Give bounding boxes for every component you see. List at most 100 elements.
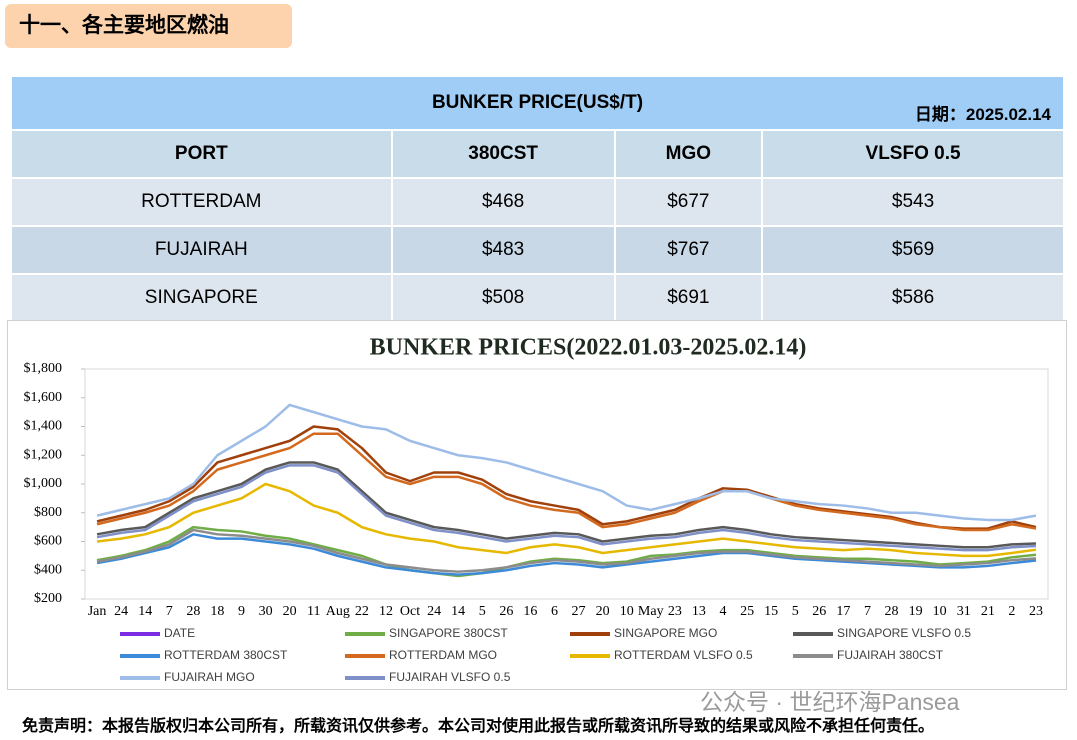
series-line bbox=[96, 403, 1037, 522]
y-tick-label: $800 bbox=[34, 505, 62, 520]
x-tick-label: Jan bbox=[88, 604, 107, 619]
table-cell: SINGAPORE bbox=[10, 273, 393, 323]
y-tick-label: $400 bbox=[34, 562, 62, 577]
x-tick-label: Oct bbox=[400, 604, 420, 619]
legend-label: ROTTERDAM 380CST bbox=[164, 648, 288, 662]
y-tick-label: $1,000 bbox=[24, 476, 63, 491]
x-tick-label: 14 bbox=[138, 604, 152, 619]
x-tick-label: 10 bbox=[933, 604, 947, 619]
x-tick-label: 23 bbox=[668, 604, 682, 619]
x-tick-label: 24 bbox=[114, 604, 128, 619]
x-tick-label: 24 bbox=[427, 604, 441, 619]
y-tick-label: $200 bbox=[34, 591, 62, 606]
date-value: 2025.02.14 bbox=[965, 105, 1051, 124]
series-line bbox=[96, 464, 1037, 552]
date-label: 日期： bbox=[914, 105, 966, 124]
legend-label: SINGAPORE 380CST bbox=[389, 626, 508, 640]
x-tick-label: 2 bbox=[1008, 604, 1015, 619]
x-tick-label: 26 bbox=[812, 604, 826, 619]
x-tick-label: 19 bbox=[909, 604, 923, 619]
table-cell: $677 bbox=[613, 177, 764, 227]
x-tick-label: 21 bbox=[981, 604, 995, 619]
series-line bbox=[96, 461, 1037, 549]
x-tick-label: 23 bbox=[1029, 604, 1043, 619]
column-header: PORT bbox=[10, 129, 393, 179]
x-tick-label: 30 bbox=[259, 604, 273, 619]
series-line bbox=[96, 528, 1037, 573]
y-tick-label: $600 bbox=[34, 534, 62, 549]
table-cell: ROTTERDAM bbox=[10, 177, 393, 227]
date: 日期：2025.02.14 bbox=[915, 100, 1051, 125]
x-tick-label: 20 bbox=[283, 604, 297, 619]
x-tick-label: 10 bbox=[620, 604, 634, 619]
legend-label: DATE bbox=[164, 626, 195, 640]
column-row: PORT 380CST MGO VLSFO 0.5 bbox=[10, 129, 1065, 179]
x-tick-label: 9 bbox=[238, 604, 245, 619]
series-line bbox=[96, 425, 1037, 530]
table-cell: FUJAIRAH bbox=[10, 225, 393, 275]
chart-title: BUNKER PRICES(2022.01.03-2025.02.14) bbox=[370, 335, 807, 361]
x-tick-label: 18 bbox=[210, 604, 224, 619]
x-tick-label: 17 bbox=[836, 604, 850, 619]
table-cell: $543 bbox=[761, 177, 1065, 227]
x-tick-label: 11 bbox=[307, 604, 320, 619]
x-tick-label: 5 bbox=[479, 604, 486, 619]
x-tick-label: Aug bbox=[326, 604, 350, 619]
section-title: 十一、各主要地区燃油 bbox=[5, 4, 292, 48]
series-line bbox=[96, 482, 1037, 558]
x-tick-label: 20 bbox=[596, 604, 610, 619]
x-tick-label: 4 bbox=[719, 604, 726, 619]
x-tick-label: 7 bbox=[166, 604, 173, 619]
x-tick-label: 31 bbox=[957, 604, 971, 619]
legend-label: FUJAIRAH VLSFO 0.5 bbox=[389, 670, 511, 684]
legend-label: SINGAPORE VLSFO 0.5 bbox=[837, 626, 971, 640]
table-title: BUNKER PRICE(US$/T) bbox=[431, 92, 644, 113]
series-line bbox=[96, 533, 1037, 576]
x-tick-label: 22 bbox=[355, 604, 369, 619]
table-cell: $569 bbox=[761, 225, 1065, 275]
price-table: BUNKER PRICE(US$/T) 日期：2025.02.14 PORT 380… bbox=[10, 75, 1065, 323]
x-tick-label: 25 bbox=[740, 604, 754, 619]
table-cell: $586 bbox=[761, 273, 1065, 323]
watermark: 公众号 · 世纪环海Pansea bbox=[700, 689, 960, 715]
x-tick-label: 12 bbox=[379, 604, 393, 619]
x-tick-label: 16 bbox=[523, 604, 537, 619]
table-cell: $508 bbox=[390, 273, 616, 323]
table-cell: $691 bbox=[613, 273, 764, 323]
x-tick-label: 5 bbox=[792, 604, 799, 619]
x-tick-label: 26 bbox=[499, 604, 513, 619]
table-title-cell: BUNKER PRICE(US$/T) 日期：2025.02.14 bbox=[10, 75, 1065, 131]
legend-label: SINGAPORE MGO bbox=[614, 626, 717, 640]
series-line bbox=[96, 432, 1037, 532]
x-tick-label: 15 bbox=[764, 604, 778, 619]
legend-label: ROTTERDAM MGO bbox=[389, 648, 497, 662]
table-row: FUJAIRAH $483 $767 $569 bbox=[10, 225, 1065, 275]
x-tick-label: 28 bbox=[885, 604, 899, 619]
table-cell: $483 bbox=[390, 225, 616, 275]
x-tick-label: 13 bbox=[692, 604, 706, 619]
x-tick-label: 28 bbox=[186, 604, 200, 619]
y-tick-label: $1,800 bbox=[24, 361, 63, 376]
table-cell: $767 bbox=[613, 225, 764, 275]
chart-box bbox=[7, 320, 1067, 690]
series-line bbox=[96, 525, 1037, 578]
x-tick-label: 27 bbox=[572, 604, 586, 619]
column-header: MGO bbox=[613, 129, 764, 179]
table-row: SINGAPORE $508 $691 $586 bbox=[10, 273, 1065, 323]
column-header: VLSFO 0.5 bbox=[761, 129, 1065, 179]
y-tick-label: $1,200 bbox=[24, 447, 63, 462]
y-tick-label: $1,600 bbox=[24, 390, 63, 405]
legend-label: FUJAIRAH 380CST bbox=[837, 648, 944, 662]
legend-label: FUJAIRAH MGO bbox=[164, 670, 255, 684]
table-cell: $468 bbox=[390, 177, 616, 227]
table-row: ROTTERDAM $468 $677 $543 bbox=[10, 177, 1065, 227]
disclaimer: 免责声明：本报告版权归本公司所有，所载资讯仅供参考。本公司对使用此报告或所载资讯… bbox=[22, 718, 935, 735]
x-tick-label: 7 bbox=[864, 604, 871, 619]
legend-label: ROTTERDAM VLSFO 0.5 bbox=[614, 648, 753, 662]
column-header: 380CST bbox=[390, 129, 616, 179]
x-tick-label: 14 bbox=[451, 604, 465, 619]
y-tick-label: $1,400 bbox=[24, 419, 63, 434]
x-tick-label: 6 bbox=[551, 604, 558, 619]
